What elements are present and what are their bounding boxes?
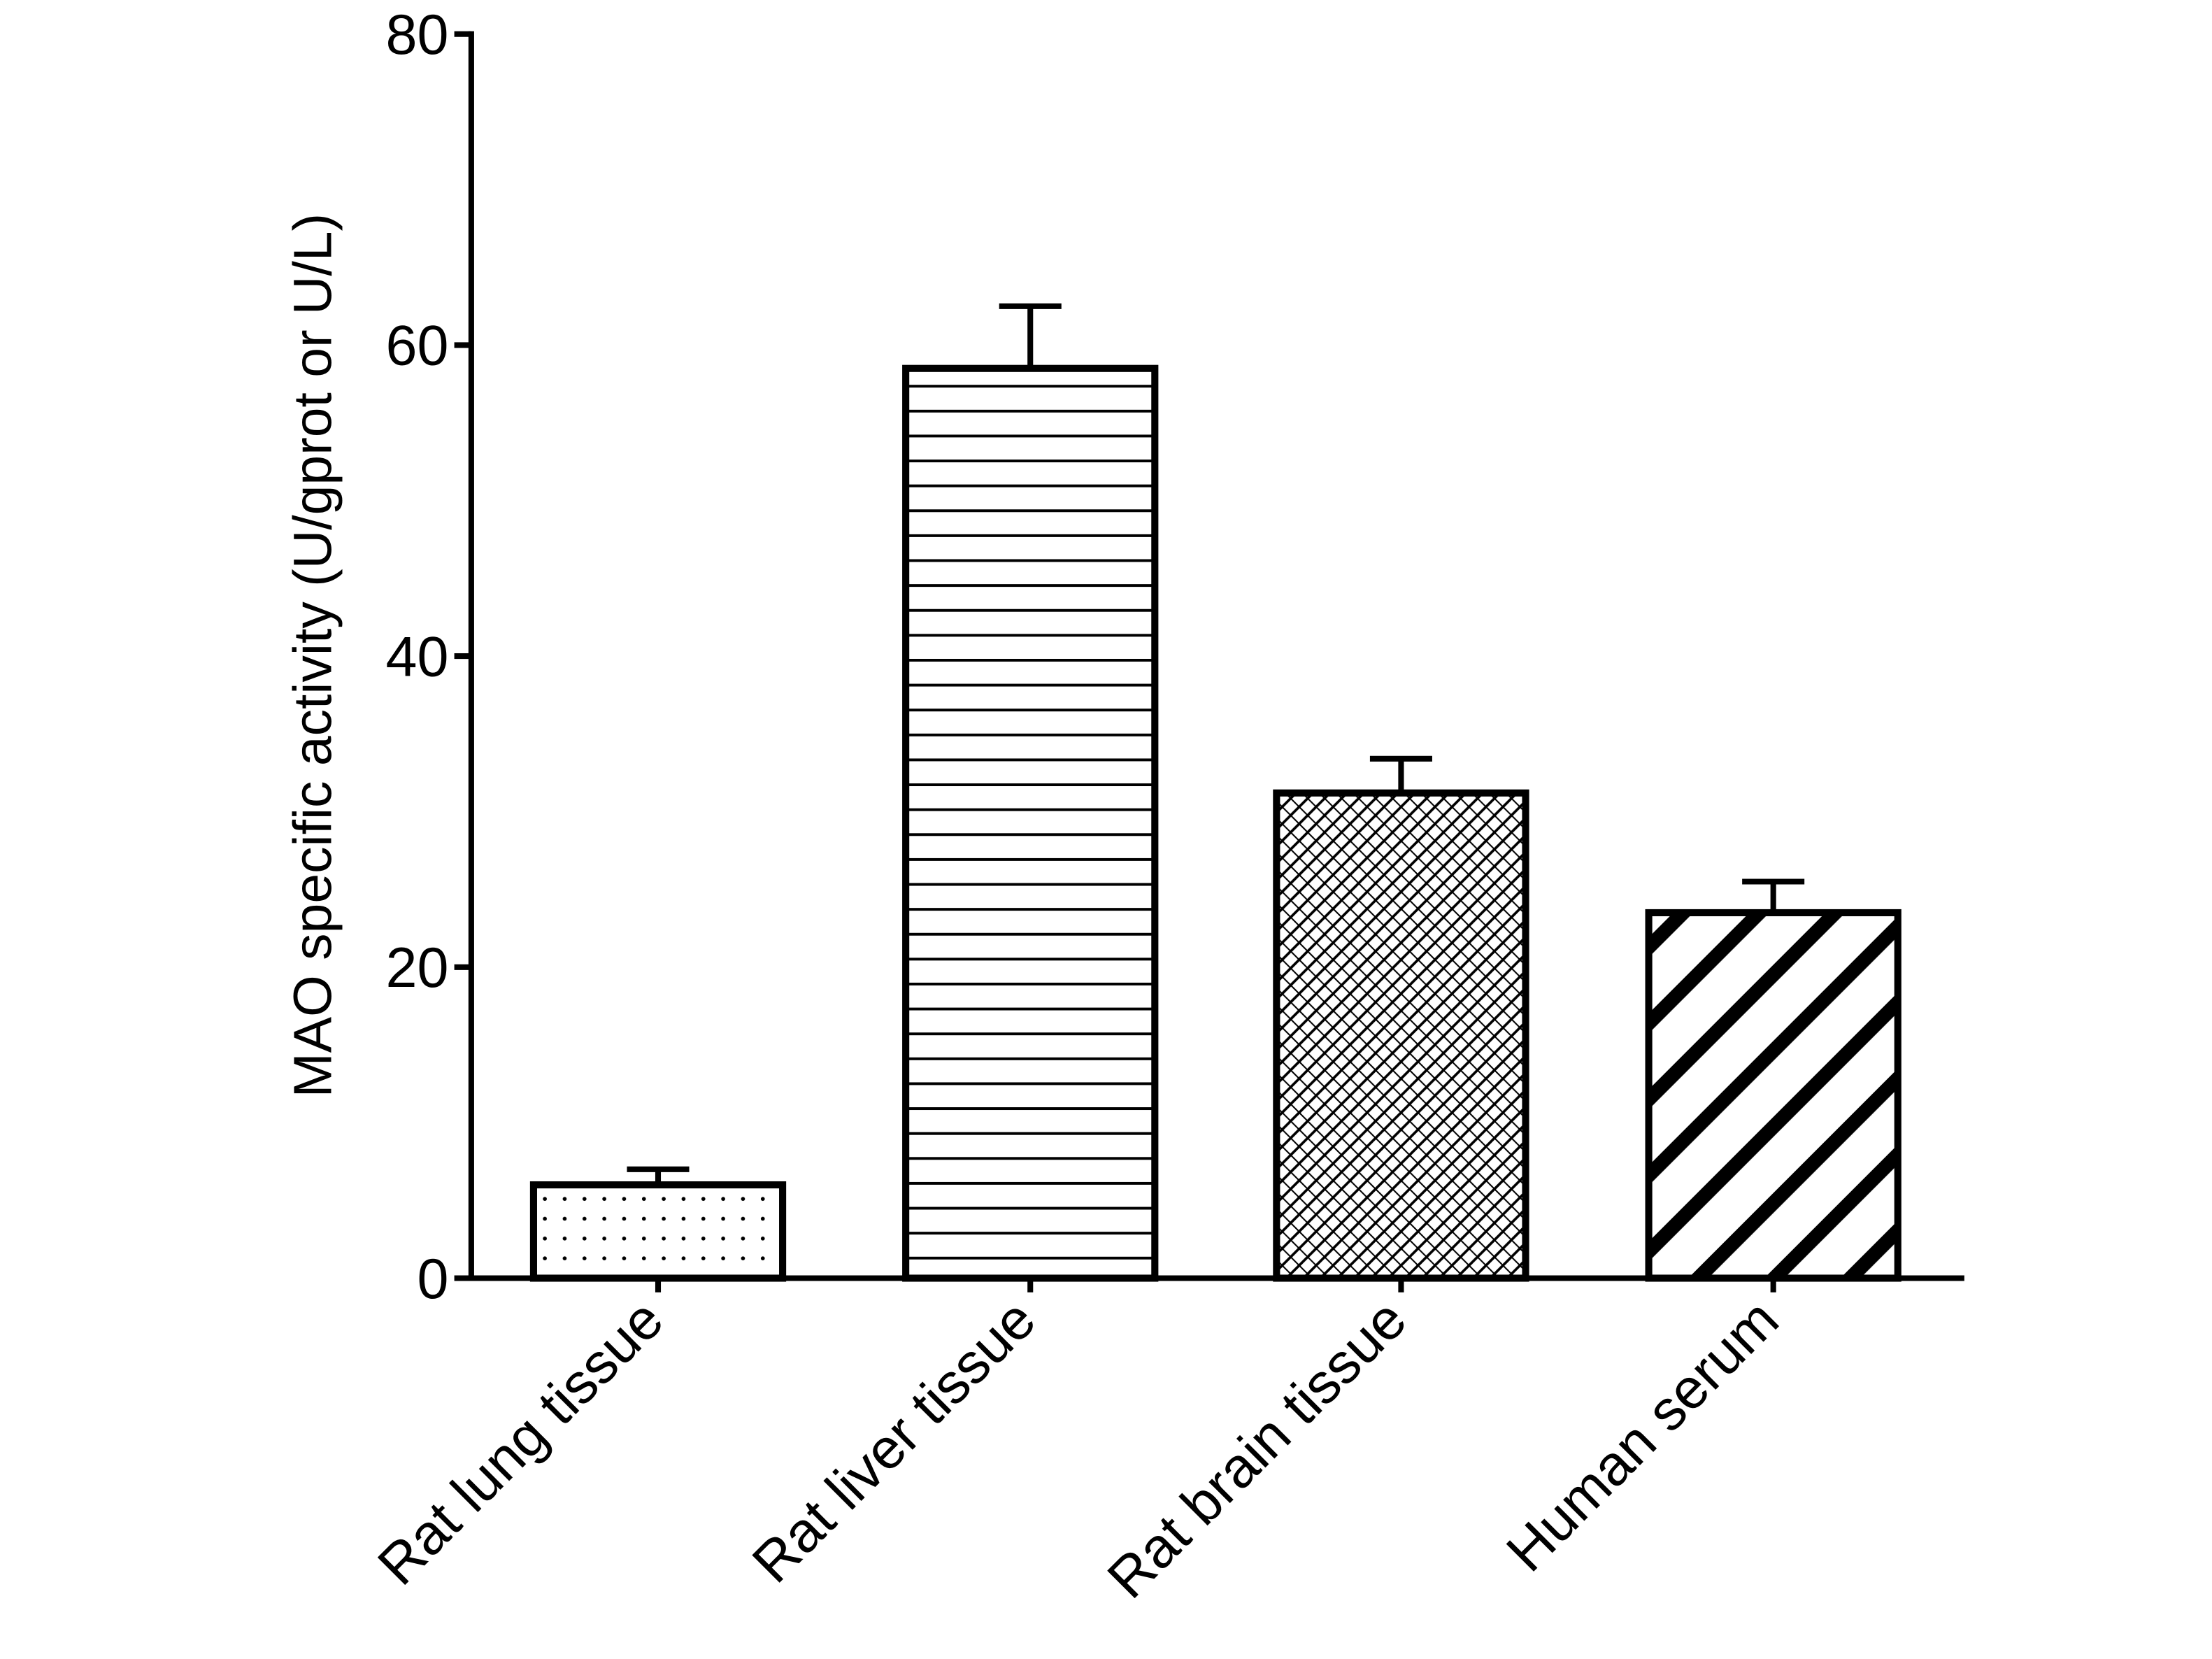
y-tick-label: 0 — [417, 1248, 448, 1311]
bar — [902, 364, 1159, 1282]
bar — [1273, 789, 1529, 1282]
x-tick-label: Human serum — [1494, 1288, 1790, 1583]
x-tick-label: Rat lung tissue — [366, 1288, 676, 1597]
y-tick-label: 60 — [385, 315, 448, 378]
bar — [1645, 909, 1901, 1282]
y-tick-label: 20 — [385, 937, 448, 999]
y-tick-label: 80 — [385, 3, 448, 66]
x-tick-label: Rat liver tissue — [741, 1288, 1048, 1595]
y-axis-label: MAO specific activity (U/gprot or U/L) — [283, 213, 343, 1097]
bar — [529, 1181, 787, 1282]
x-tick-label: Rat brain tissue — [1096, 1288, 1418, 1610]
y-tick-label: 40 — [385, 625, 448, 688]
